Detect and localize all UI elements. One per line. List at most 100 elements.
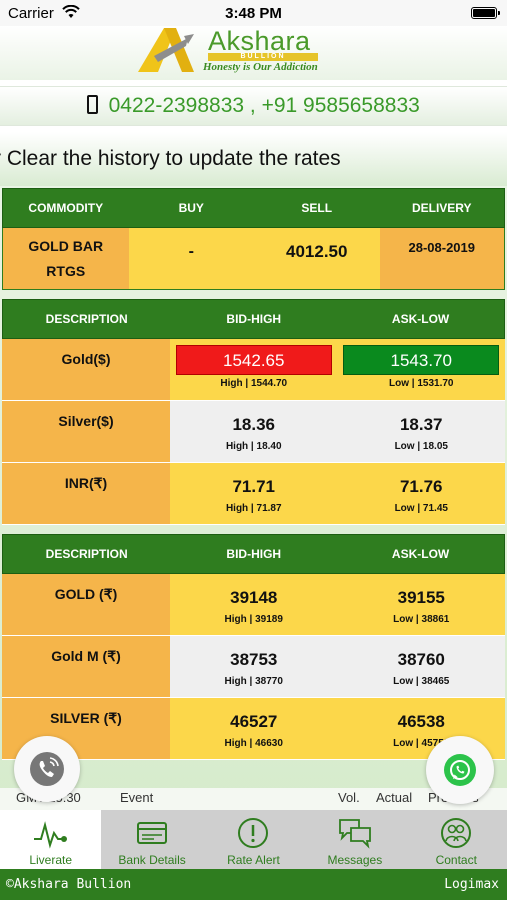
ask-low: Low | 45750 xyxy=(393,738,450,749)
table-row: Gold($) 1542.65 High | 1544.70 1543.70 L… xyxy=(2,339,505,401)
wifi-icon xyxy=(62,5,80,18)
table-row: INR(₹) 71.71 High | 71.87 71.76 Low | 71… xyxy=(2,463,505,525)
bid-high: High | 71.87 xyxy=(225,503,282,514)
commodity-delivery: 28-08-2019 xyxy=(379,228,504,289)
whatsapp-icon xyxy=(444,754,476,786)
bid-value: 39148 xyxy=(230,588,278,607)
tab-label: Rate Alert xyxy=(227,853,280,867)
tab-label: Bank Details xyxy=(118,853,186,867)
local-table-header: DESCRIPTION BID-HIGH ASK-LOW xyxy=(2,534,505,574)
ask-low: Low | 38861 xyxy=(393,614,450,625)
commodity-buy: - xyxy=(128,228,254,289)
pulse-icon xyxy=(33,821,67,849)
header-sell: SELL xyxy=(301,201,333,215)
ask-low: Low | 38465 xyxy=(393,676,450,687)
table-row: GOLD BAR RTGS - 4012.50 28-08-2019 xyxy=(2,228,505,290)
phone-call-icon xyxy=(30,752,64,786)
header-buy: BUY xyxy=(178,201,204,215)
bid-cell: 71.71 High | 71.87 xyxy=(170,463,338,524)
tab-label: Liverate xyxy=(29,853,73,867)
rate-name: Silver($) xyxy=(2,401,170,462)
ask-cell: 38760 Low | 38465 xyxy=(337,636,505,697)
bid-value: 71.71 xyxy=(232,477,276,496)
carrier-label: Carrier xyxy=(8,5,54,22)
bottom-tab-bar: Liverate Bank Details Rate Alert Message… xyxy=(0,810,507,869)
phone-banner[interactable]: 0422-2398833 , +91 9585658833 xyxy=(0,86,507,126)
marquee-banner: r Clear the history to update the rates xyxy=(0,132,507,186)
bid-cell: 18.36 High | 18.40 xyxy=(170,401,338,462)
table-row: Silver($) 18.36 High | 18.40 18.37 Low |… xyxy=(2,401,505,463)
header-description: DESCRIPTION xyxy=(45,547,128,561)
news-actual: Actual xyxy=(376,790,413,805)
ask-low: Low | 71.45 xyxy=(394,503,448,514)
ask-cell: 1543.70 Low | 1531.70 xyxy=(337,339,505,400)
tab-bank-details[interactable]: Bank Details xyxy=(101,810,202,869)
header-commodity: COMMODITY xyxy=(28,201,104,215)
clock: 3:48 PM xyxy=(225,5,282,22)
bid-high: High | 18.40 xyxy=(225,441,282,452)
brand-name: Akshara xyxy=(208,26,311,56)
tab-rate-alert[interactable]: Rate Alert xyxy=(203,810,304,869)
bid-value: 18.36 xyxy=(232,415,276,434)
bid-cell: 38753 High | 38770 xyxy=(170,636,338,697)
bid-cell: 46527 High | 46630 xyxy=(170,698,338,759)
header-delivery: DELIVERY xyxy=(411,201,472,215)
ask-cell: 18.37 Low | 18.05 xyxy=(337,401,505,462)
rate-name: INR(₹) xyxy=(2,463,170,524)
contact-icon xyxy=(441,818,472,848)
ask-value: 39155 xyxy=(397,588,445,607)
bid-high: High | 1544.70 xyxy=(220,378,288,389)
akshara-logo-icon xyxy=(138,28,194,72)
bid-high: High | 38770 xyxy=(224,676,283,687)
battery-icon xyxy=(471,7,500,19)
tab-label: Contact xyxy=(435,853,477,867)
brand-tagline: Honesty is Our Addiction xyxy=(203,61,318,73)
table-row: Gold M (₹) 38753 High | 38770 38760 Low … xyxy=(2,636,505,698)
header-description: DESCRIPTION xyxy=(45,312,128,326)
commodity-sell: 4012.50 xyxy=(254,228,380,289)
ask-low: Low | 18.05 xyxy=(394,441,448,452)
phone-numbers[interactable]: 0422-2398833 , +91 9585658833 xyxy=(108,94,420,117)
call-button[interactable] xyxy=(14,736,80,802)
ask-low: Low | 1531.70 xyxy=(389,378,454,389)
bid-value: 46527 xyxy=(230,712,278,731)
ask-cell: 39155 Low | 38861 xyxy=(337,574,505,635)
spot-table-header: DESCRIPTION BID-HIGH ASK-LOW xyxy=(2,299,505,339)
table-row: SILVER (₹) 46527 High | 46630 46538 Low … xyxy=(2,698,505,760)
footer-bar: ©Akshara Bullion Logimax xyxy=(0,869,507,900)
marquee-text: r Clear the history to update the rates xyxy=(0,147,341,170)
ask-value: 1543.70 xyxy=(343,345,500,375)
news-vol: Vol. xyxy=(338,790,360,805)
ask-value: 18.37 xyxy=(399,415,443,434)
status-bar: Carrier 3:48 PM xyxy=(0,0,507,26)
rate-name: GOLD (₹) xyxy=(2,574,170,635)
header-ask-low: ASK-LOW xyxy=(391,312,450,326)
tab-liverate[interactable]: Liverate xyxy=(0,810,102,869)
commodity-table-header: COMMODITY BUY SELL DELIVERY xyxy=(2,188,505,228)
header-bid-high: BID-HIGH xyxy=(226,547,282,561)
ask-value: 38760 xyxy=(397,650,445,669)
card-icon xyxy=(137,822,168,844)
bid-high: High | 39189 xyxy=(224,614,283,625)
mobile-phone-icon xyxy=(87,94,99,114)
tab-contact[interactable]: Contact xyxy=(406,810,507,869)
bid-high: High | 46630 xyxy=(224,738,283,749)
whatsapp-button[interactable] xyxy=(426,736,494,804)
rates-content[interactable]: COMMODITY BUY SELL DELIVERY GOLD BAR RTGS… xyxy=(0,186,507,810)
bid-value: 38753 xyxy=(230,650,278,669)
rate-name: Gold($) xyxy=(2,339,170,400)
header-ask-low: ASK-LOW xyxy=(391,547,450,561)
local-rates-table: DESCRIPTION BID-HIGH ASK-LOW GOLD (₹) 39… xyxy=(2,534,505,760)
footer-credit: Logimax xyxy=(444,877,499,892)
commodity-table: COMMODITY BUY SELL DELIVERY GOLD BAR RTGS… xyxy=(2,188,505,290)
tab-messages[interactable]: Messages xyxy=(304,810,405,869)
footer-copyright: ©Akshara Bullion xyxy=(6,877,132,892)
bid-cell: 39148 High | 39189 xyxy=(170,574,338,635)
bid-cell: 1542.65 High | 1544.70 xyxy=(170,339,338,400)
brand-sub: BULLION xyxy=(208,53,318,61)
ask-value: 46538 xyxy=(397,712,445,731)
ask-value: 71.76 xyxy=(399,477,443,496)
economic-calendar-strip: GMT 15:30 Event Vol. Actual Previous xyxy=(0,788,507,810)
ask-cell: 71.76 Low | 71.45 xyxy=(337,463,505,524)
spot-rates-table: DESCRIPTION BID-HIGH ASK-LOW Gold($) 154… xyxy=(2,299,505,525)
